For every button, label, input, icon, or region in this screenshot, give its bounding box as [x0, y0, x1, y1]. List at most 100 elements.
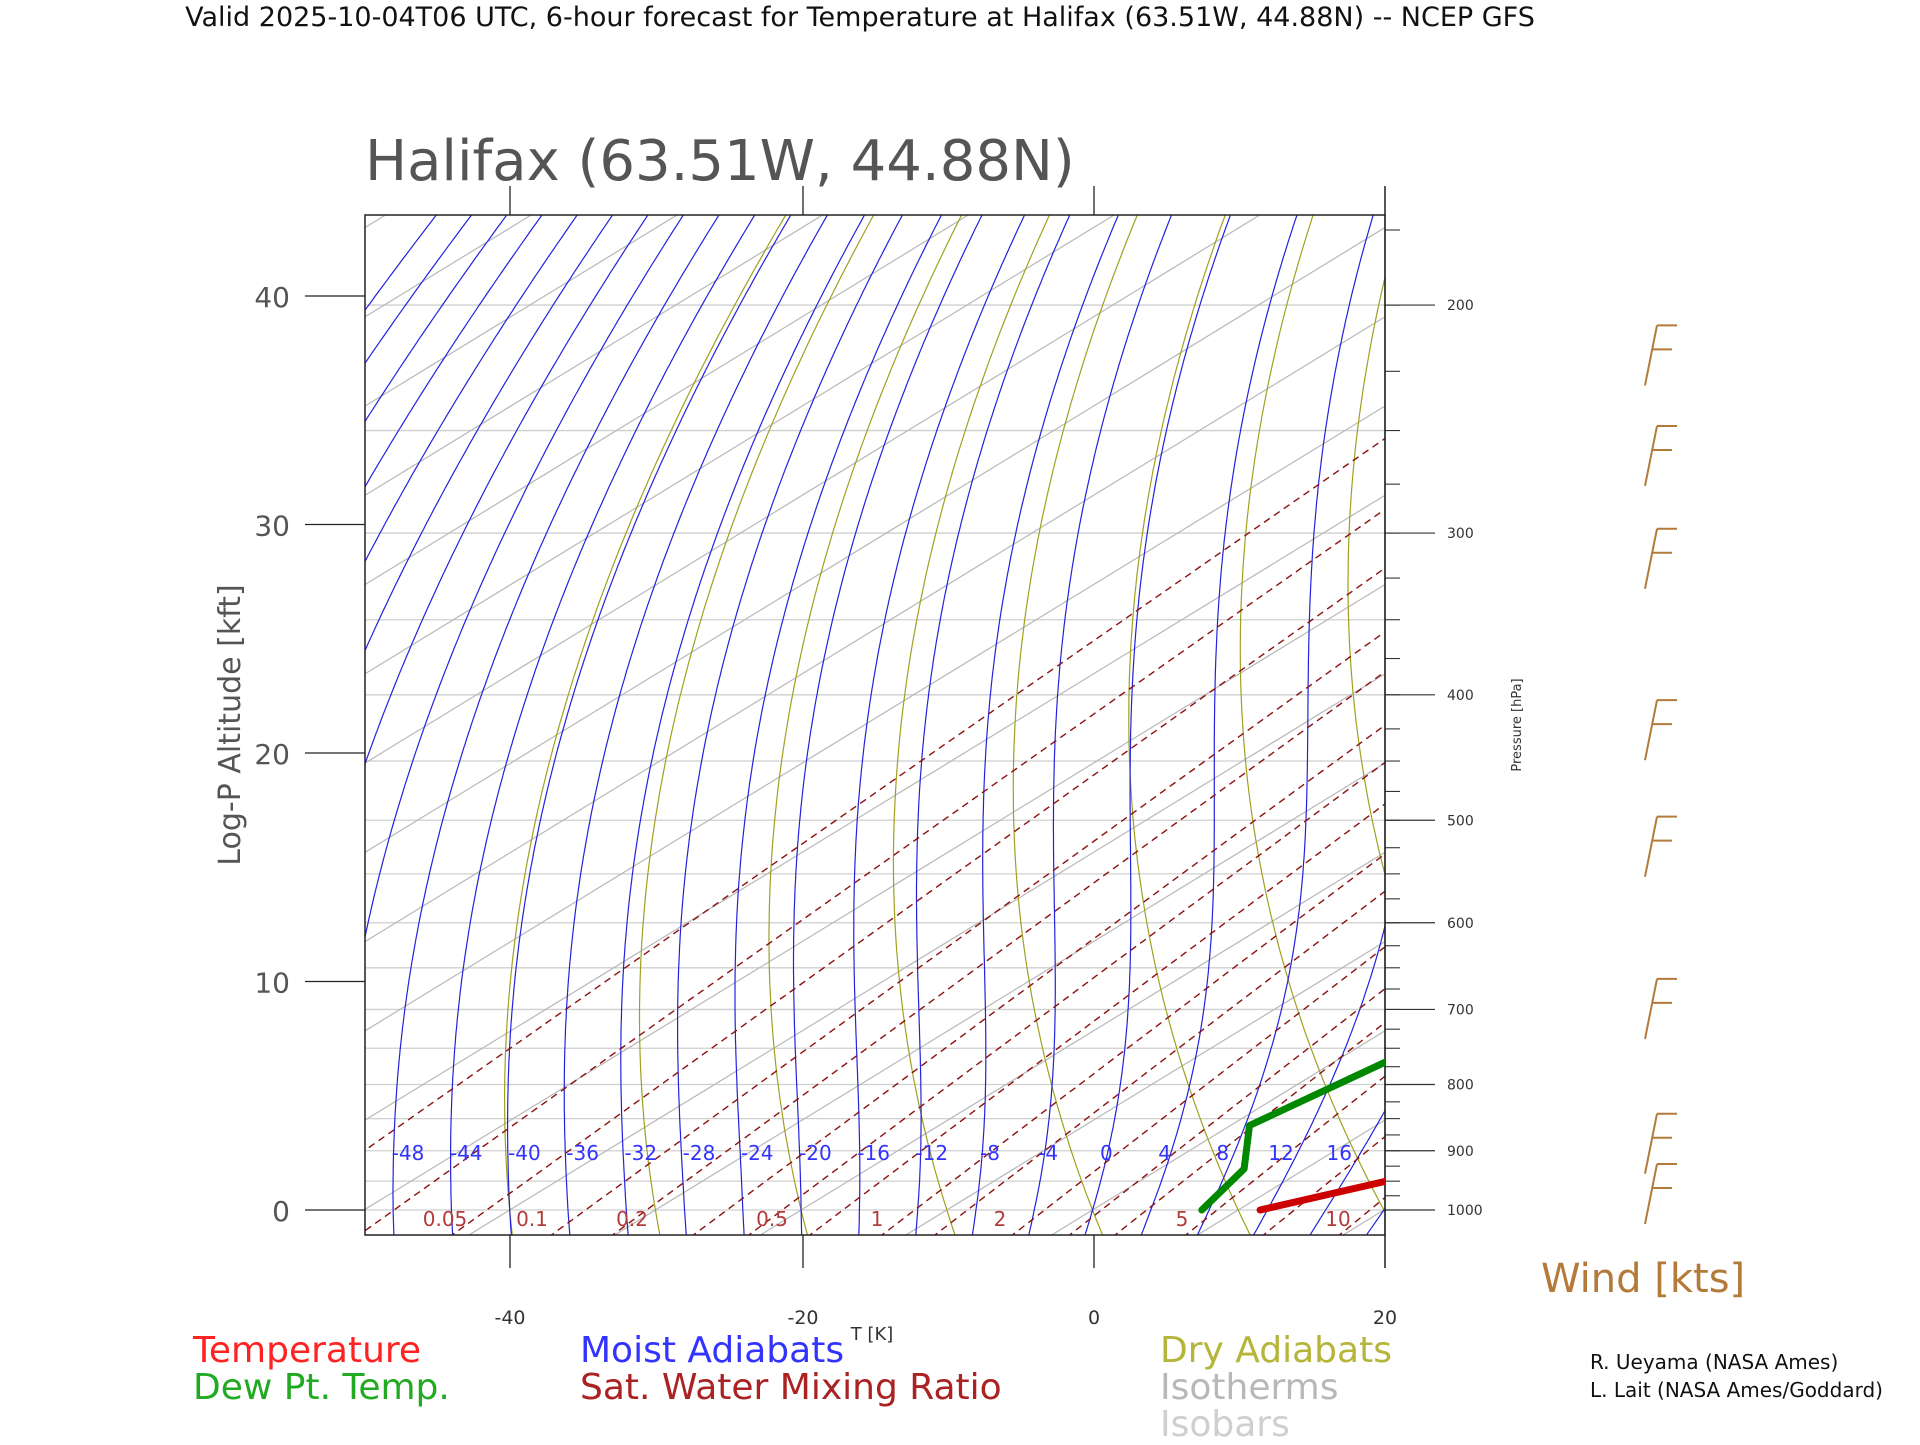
moist-adiabat-label: -4	[1038, 1141, 1058, 1165]
x-tick-label: -20	[787, 1307, 818, 1329]
y-tick-label: 10	[254, 967, 290, 1000]
moist-adiabat-line	[1593, 191, 1920, 1238]
y-tick-label: 0	[272, 1195, 290, 1228]
moist-adiabat-line	[1650, 191, 1920, 1238]
wind-barb	[1645, 817, 1677, 877]
pressure-tick-label: 800	[1447, 1078, 1474, 1094]
moist-adiabat-line	[1478, 191, 1920, 1238]
isotherm-line	[1631, 193, 1920, 1237]
moist-adiabat-line	[1421, 191, 1848, 1238]
moist-adiabat-label: -16	[857, 1141, 890, 1165]
legend-isobars: Isobars	[1160, 1404, 1290, 1445]
isotherm-line	[902, 193, 1920, 1237]
moist-adiabat-line	[335, 191, 699, 1238]
pressure-tick-label: 300	[1447, 526, 1474, 542]
credit-2: L. Lait (NASA Ames/Goddard)	[1590, 1378, 1883, 1402]
legend-isotherms: Isotherms	[1160, 1367, 1338, 1408]
moist-adiabat-line	[508, 191, 806, 1238]
pressure-tick-label: 200	[1447, 298, 1474, 314]
mixing-ratio-label: 10	[1325, 1207, 1350, 1231]
isotherm-line	[319, 193, 1920, 1237]
dry-adiabat-line	[1651, 198, 1920, 1238]
mixing-ratio-line	[1067, 198, 1920, 1238]
pressure-tick-label: 600	[1447, 916, 1474, 932]
wind-barb	[1645, 426, 1677, 486]
isotherm-line	[1048, 193, 1920, 1237]
dry-adiabat-line	[769, 198, 970, 1238]
isotherm-line	[0, 193, 1004, 1237]
moist-adiabat-label: -48	[392, 1141, 425, 1165]
moist-adiabat-label: 16	[1326, 1141, 1351, 1165]
legend-moist-adiabats: Moist Adiabats	[580, 1330, 844, 1371]
legend-dewpoint: Dew Pt. Temp.	[193, 1367, 450, 1408]
pressure-tick-label: 400	[1447, 688, 1474, 704]
isotherm-line	[1339, 193, 1920, 1237]
moist-adiabat-label: 8	[1216, 1141, 1229, 1165]
mixing-ratio-label: 2	[994, 1207, 1007, 1231]
wind-barb	[1645, 325, 1677, 385]
mixing-ratio-label: 0.2	[616, 1207, 648, 1231]
mixing-ratio-label: 0.1	[516, 1207, 548, 1231]
moist-adiabat-line	[40, 191, 525, 1238]
moist-adiabat-label: 4	[1158, 1141, 1171, 1165]
dry-adiabat-line	[1839, 198, 1920, 1238]
y-axis-label: Log-P Altitude [kft]	[213, 584, 248, 865]
wind-barb	[1645, 529, 1677, 589]
x-tick-label: -40	[494, 1307, 525, 1329]
chart-subtitle: Halifax (63.51W, 44.88N)	[365, 129, 1075, 194]
pressure-tick-label: 1000	[1447, 1203, 1483, 1219]
isotherm-line	[174, 193, 1879, 1237]
dry-adiabat-line	[1240, 198, 1399, 1238]
moist-adiabat-line	[1365, 191, 1697, 1238]
isotherm-line	[28, 193, 1733, 1237]
mixing-ratio-line	[746, 198, 1920, 1238]
pressure-tick-label: 500	[1447, 813, 1474, 829]
dry-adiabat-line	[1553, 198, 1842, 1238]
y-tick-label: 30	[254, 510, 290, 543]
temperature-profile	[1260, 218, 1920, 1210]
dewpoint-profile	[1202, 218, 1920, 1210]
mixing-ratio-line	[1261, 198, 1920, 1238]
mixing-ratio-line	[1337, 198, 1920, 1238]
isotherm-line	[0, 193, 1295, 1237]
dry-adiabat-line	[1746, 198, 1920, 1238]
moist-adiabat-label: 12	[1268, 1141, 1293, 1165]
isotherm-line	[1485, 193, 1920, 1237]
y-tick-label: 40	[254, 281, 290, 314]
mixing-ratio-line	[356, 198, 1831, 1238]
moist-adiabat-label: 0	[1100, 1141, 1113, 1165]
moist-adiabat-line	[1140, 191, 1305, 1238]
mixing-ratio-label: 5	[1176, 1207, 1189, 1231]
isotherm-line	[0, 193, 130, 1237]
legend-temperature: Temperature	[193, 1330, 421, 1371]
credit-1: R. Ueyama (NASA Ames)	[1590, 1350, 1838, 1374]
isotherm-line	[465, 193, 1920, 1237]
moist-adiabat-label: -44	[450, 1141, 483, 1165]
isotherm-line	[611, 193, 1920, 1237]
moist-adiabat-label: -12	[915, 1141, 948, 1165]
mixing-ratio-label: 0.5	[756, 1207, 788, 1231]
moist-adiabat-label: -32	[624, 1141, 657, 1165]
moist-adiabat-line	[1252, 191, 1468, 1238]
pressure-tick-label: 700	[1447, 1002, 1474, 1018]
y-tick-label: 20	[254, 738, 290, 771]
moist-adiabat-label: -28	[683, 1141, 716, 1165]
dry-adiabat-line	[505, 198, 796, 1238]
mixing-ratio-label: 1	[871, 1207, 884, 1231]
wind-barb	[1645, 700, 1677, 760]
x-axis-label: T [K]	[850, 1324, 894, 1345]
moist-adiabat-line	[1084, 191, 1239, 1238]
moist-adiabat-label: -8	[980, 1141, 1000, 1165]
isotherm-line	[0, 193, 713, 1237]
mixing-ratio-line	[1501, 198, 1920, 1238]
pressure-axis-label: Pressure [hPa]	[1510, 678, 1525, 771]
isotherm-line	[0, 193, 421, 1237]
moist-adiabat-line	[621, 191, 878, 1238]
moist-adiabat-label: -36	[566, 1141, 599, 1165]
moist-adiabat-label: -24	[741, 1141, 774, 1165]
mixing-ratio-line	[690, 198, 1920, 1238]
x-tick-label: 20	[1373, 1307, 1397, 1329]
wind-barb	[1645, 1164, 1677, 1224]
mixing-ratio-line	[807, 198, 1920, 1238]
